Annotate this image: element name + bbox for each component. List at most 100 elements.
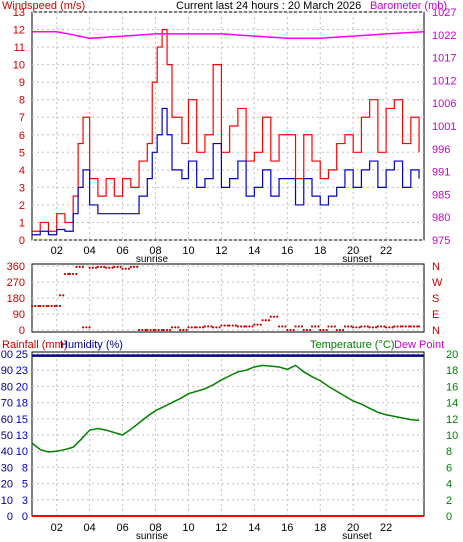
direction-point bbox=[259, 323, 262, 326]
direction-point bbox=[50, 304, 53, 308]
direction-point bbox=[396, 325, 399, 328]
direction-point bbox=[198, 326, 202, 329]
direction-point bbox=[309, 328, 312, 332]
direction-point bbox=[34, 304, 37, 308]
barometer-tick-label: 1001 bbox=[432, 121, 456, 133]
direction-point bbox=[195, 326, 198, 329]
direction-point bbox=[218, 326, 221, 329]
direction-point bbox=[267, 319, 271, 322]
direction-point bbox=[71, 272, 75, 276]
hour-tick-label: 06 bbox=[116, 245, 128, 257]
direction-point bbox=[190, 326, 193, 329]
direction-point bbox=[243, 325, 246, 328]
rainfall-tick-label: 23 bbox=[16, 365, 28, 377]
direction-point bbox=[350, 325, 353, 328]
direction-point bbox=[113, 265, 116, 268]
hour-tick-label: 04 bbox=[84, 245, 96, 257]
direction-point bbox=[272, 315, 276, 318]
compass-tick-label: E bbox=[432, 309, 439, 321]
direction-point bbox=[347, 325, 350, 328]
direction-point bbox=[319, 328, 322, 332]
temperature-tick-label: 2 bbox=[446, 495, 452, 507]
temperature-tick-label: 10 bbox=[446, 430, 458, 442]
hour-tick-label: 14 bbox=[248, 245, 260, 257]
direction-point bbox=[103, 265, 106, 268]
hour-tick-label: 04 bbox=[84, 522, 96, 534]
direction-point bbox=[393, 325, 396, 328]
direction-point bbox=[203, 325, 207, 328]
hour-tick-label: 20 bbox=[347, 522, 359, 534]
direction-point bbox=[157, 328, 160, 332]
direction-point bbox=[305, 328, 309, 332]
barometer-tick-label: 1006 bbox=[432, 98, 456, 110]
direction-point bbox=[75, 272, 78, 276]
direction-point bbox=[67, 272, 70, 276]
direction-point bbox=[333, 325, 336, 328]
direction-point bbox=[111, 266, 114, 269]
direction-point bbox=[251, 325, 254, 328]
direction-tick-label: 0 bbox=[19, 325, 25, 337]
temperature-tick-label: 8 bbox=[446, 446, 452, 458]
direction-point bbox=[132, 265, 136, 268]
barometer-tick-label: 975 bbox=[432, 235, 450, 247]
direction-point bbox=[269, 315, 272, 318]
direction-point bbox=[55, 304, 58, 308]
direction-point bbox=[371, 326, 374, 329]
direction-point bbox=[391, 326, 394, 329]
wind-tick-label: 9 bbox=[19, 77, 25, 89]
barometer-tick-label: 1012 bbox=[432, 75, 456, 87]
direction-point bbox=[137, 328, 141, 332]
humidity-tick-label: 90 bbox=[1, 365, 13, 377]
direction-point bbox=[207, 325, 210, 328]
temperature-tick-label: 18 bbox=[446, 365, 458, 377]
hour-tick-label: 12 bbox=[215, 245, 227, 257]
direction-point bbox=[416, 325, 419, 328]
direction-tick-label: 90 bbox=[13, 309, 25, 321]
direction-point bbox=[256, 323, 259, 326]
direction-point bbox=[417, 325, 421, 328]
wind-tick-label: 4 bbox=[19, 165, 25, 177]
temperature-tick-label: 0 bbox=[446, 511, 452, 523]
hour-tick-label: 18 bbox=[314, 245, 326, 257]
direction-point bbox=[385, 326, 388, 329]
direction-point bbox=[179, 328, 182, 332]
humidity-tick-label: 100 bbox=[0, 349, 13, 361]
direction-point bbox=[355, 326, 358, 329]
direction-point bbox=[81, 326, 85, 329]
rainfall-tick-label: 5 bbox=[22, 479, 28, 491]
sunset-label: sunset bbox=[342, 254, 372, 265]
direction-point bbox=[121, 267, 124, 270]
direction-point bbox=[289, 328, 292, 332]
compass-tick-label: S bbox=[432, 293, 439, 305]
direction-point bbox=[277, 325, 281, 328]
sunrise-label: sunrise bbox=[136, 531, 169, 542]
direction-point bbox=[187, 326, 190, 329]
hour-tick-label: 18 bbox=[314, 522, 326, 534]
hour-tick-label: 02 bbox=[51, 245, 63, 257]
wind-average-line bbox=[32, 107, 420, 236]
direction-point bbox=[141, 328, 144, 332]
hour-tick-label: 06 bbox=[116, 522, 128, 534]
temperature-tick-label: 16 bbox=[446, 381, 458, 393]
humidity-tick-label: 0 bbox=[7, 511, 13, 523]
direction-tick-label: 360 bbox=[7, 261, 25, 273]
compass-tick-label: N bbox=[432, 325, 440, 337]
wind-tick-label: 8 bbox=[19, 95, 25, 107]
direction-point bbox=[234, 324, 238, 327]
direction-point bbox=[352, 326, 355, 329]
rainfall-tick-label: 13 bbox=[16, 430, 28, 442]
direction-point bbox=[99, 265, 103, 268]
direction-point bbox=[170, 326, 174, 329]
direction-point bbox=[85, 326, 88, 329]
direction-point bbox=[96, 265, 99, 268]
direction-point bbox=[276, 315, 279, 318]
rainfall-tick-label: 25 bbox=[16, 349, 28, 361]
direction-tick-label: 180 bbox=[7, 293, 25, 305]
hour-tick-label: 10 bbox=[182, 522, 194, 534]
direction-point bbox=[108, 266, 111, 269]
direction-point bbox=[81, 265, 84, 268]
direction-point bbox=[404, 325, 407, 328]
rainfall-tick-label: 10 bbox=[16, 446, 28, 458]
direction-point bbox=[412, 325, 416, 328]
